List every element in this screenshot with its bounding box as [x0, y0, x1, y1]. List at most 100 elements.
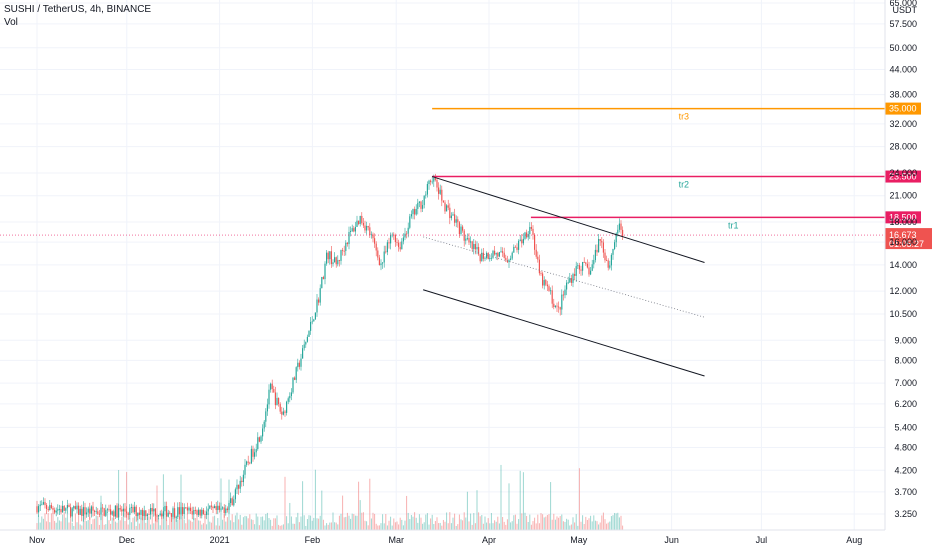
volume-bar — [574, 522, 576, 530]
volume-bar — [78, 515, 80, 530]
candle-body — [47, 509, 49, 511]
candle-body — [66, 505, 68, 509]
volume-bar — [449, 512, 451, 530]
candle-body — [81, 508, 83, 516]
candle-body — [434, 178, 436, 180]
candle-body — [361, 215, 363, 223]
volume-bar — [346, 512, 348, 530]
volume-bar — [142, 512, 144, 530]
volume-bar — [313, 517, 315, 530]
candle-body — [383, 251, 385, 263]
candle-body — [156, 515, 158, 517]
candle-body — [327, 252, 329, 260]
volume-bar — [358, 481, 360, 530]
y-tick-label: 3.250 — [894, 509, 917, 519]
candle-body — [415, 208, 417, 215]
candle-body — [450, 215, 452, 219]
candle-body — [422, 205, 424, 209]
volume-bar — [137, 513, 139, 530]
candle-body — [418, 201, 420, 203]
volume-bar — [370, 518, 372, 530]
candle-body — [223, 507, 225, 514]
candle-body — [46, 505, 48, 510]
candle-body — [396, 242, 398, 243]
volume-bar — [310, 515, 312, 530]
volume-bar — [567, 519, 569, 530]
volume-bars — [36, 464, 624, 530]
volume-bar — [543, 517, 545, 530]
volume-bar — [316, 518, 318, 530]
volume-bar — [73, 525, 75, 530]
y-tick-label: 57.500 — [889, 19, 917, 29]
candle-body — [362, 222, 364, 226]
candle-body — [290, 392, 292, 396]
candle-body — [207, 508, 209, 512]
candle-body — [100, 507, 102, 515]
candle-body — [500, 251, 502, 253]
candle-body — [372, 234, 374, 239]
volume-bar — [314, 469, 316, 530]
candle-body — [330, 251, 332, 265]
candle-body — [193, 510, 195, 515]
candle-body — [572, 274, 574, 283]
candle-body — [266, 404, 268, 412]
candle-body — [306, 336, 308, 342]
volume-bar — [388, 520, 390, 530]
candle-body — [177, 507, 179, 518]
volume-bar — [569, 525, 571, 530]
volume-bar — [182, 513, 184, 530]
candle-body — [412, 209, 414, 215]
candle-body — [318, 299, 320, 303]
volume-bar — [281, 525, 283, 530]
candle-body — [369, 227, 371, 235]
candle-body — [174, 508, 176, 518]
volume-bar — [257, 516, 259, 530]
volume-bar — [334, 522, 336, 530]
volume-bar — [38, 515, 40, 530]
level-price-tr1: 18.500 — [889, 212, 917, 222]
volume-bar — [486, 522, 488, 530]
volume-bar — [404, 520, 406, 530]
volume-bar — [343, 517, 345, 530]
candle-body — [254, 452, 256, 457]
candle-body — [367, 225, 369, 228]
volume-bar — [231, 514, 233, 530]
candle-body — [191, 510, 193, 515]
candle-body — [225, 508, 227, 514]
volume-bar — [247, 518, 249, 530]
volume-bar — [42, 518, 44, 530]
candle-body — [54, 509, 56, 513]
volume-bar — [82, 515, 84, 530]
candle-body — [116, 505, 118, 518]
volume-bar — [254, 524, 256, 530]
volume-bar — [159, 525, 161, 530]
volume-bar — [284, 476, 286, 530]
volume-bar — [441, 525, 443, 530]
candle-body — [455, 219, 457, 223]
candle-body — [166, 505, 168, 517]
candle-body — [298, 362, 300, 367]
candle-body — [436, 179, 438, 188]
candle-body — [407, 227, 409, 234]
candle-body — [582, 262, 584, 271]
candle-body — [236, 484, 238, 490]
volume-bar — [162, 474, 164, 530]
volume-bar — [92, 519, 94, 530]
candle-body — [206, 511, 208, 516]
volume-bar — [546, 514, 548, 530]
candle-body — [538, 259, 540, 274]
volume-bar — [340, 513, 342, 530]
volume-bar — [260, 516, 262, 530]
volume-bar — [54, 520, 56, 530]
volume-bar — [526, 515, 528, 530]
volume-bar — [522, 472, 524, 530]
volume-bar — [116, 522, 118, 530]
candle-body — [209, 505, 211, 509]
volume-bar — [169, 517, 171, 530]
candle-body — [102, 507, 104, 509]
volume-bar — [185, 523, 187, 530]
candle-body — [183, 507, 185, 514]
volume-bar — [86, 521, 88, 530]
volume-bar — [335, 522, 337, 530]
